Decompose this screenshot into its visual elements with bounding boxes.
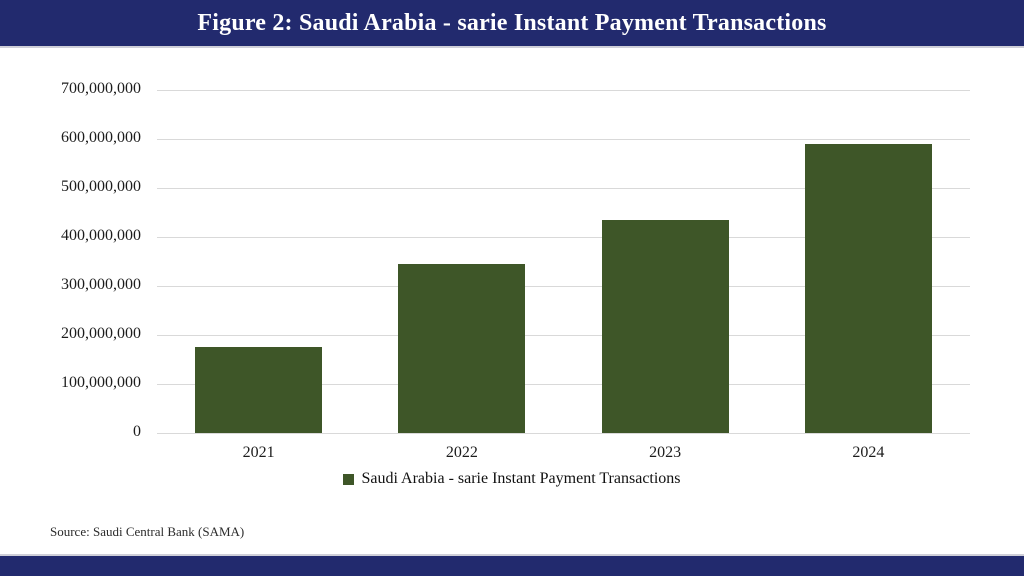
bar-2021 [195,347,323,433]
gridline [157,138,970,140]
y-axis-tick-label: 0 [133,423,141,441]
source-note: Source: Saudi Central Bank (SAMA) [50,524,245,539]
gridline [157,432,970,434]
y-axis-tick-label: 400,000,000 [61,227,141,245]
gridline [157,89,970,91]
y-axis-tick-label: 300,000,000 [61,276,141,294]
y-axis-tick-label: 500,000,000 [61,178,141,196]
bar-chart-plot-area: 0 100,000,000 200,000,000 300,000,000 400,00… [61,80,970,461]
gridline [157,187,970,189]
legend-label: Saudi Arabia - sarie Instant Payment Tra… [361,470,681,487]
y-axis-tick-label: 100,000,000 [61,374,141,392]
y-axis-tick-label: 700,000,000 [61,80,141,98]
x-axis-tick-label: 2024 [852,444,885,461]
gridline [157,383,970,385]
x-axis-tick-label: 2023 [649,444,682,461]
figure-title: Figure 2: Saudi Arabia - sarie Instant P… [197,9,827,36]
figure-title-bar: Figure 2: Saudi Arabia - sarie Instant P… [0,0,1024,48]
gridline [157,334,970,336]
bar-2022 [398,263,526,433]
x-axis-tick-label: 2021 [242,444,275,461]
legend-swatch-icon [343,473,355,485]
x-axis-tick-label: 2022 [445,444,478,461]
gridline [157,285,970,287]
chart-legend: Saudi Arabia - sarie Instant Payment Tra… [0,470,1024,488]
y-axis-tick-label: 200,000,000 [61,325,141,343]
y-axis-tick-label: 600,000,000 [61,129,141,147]
bar-2024 [804,143,932,433]
footer-bar [0,554,1024,576]
bar-2023 [601,219,729,433]
gridline [157,236,970,238]
